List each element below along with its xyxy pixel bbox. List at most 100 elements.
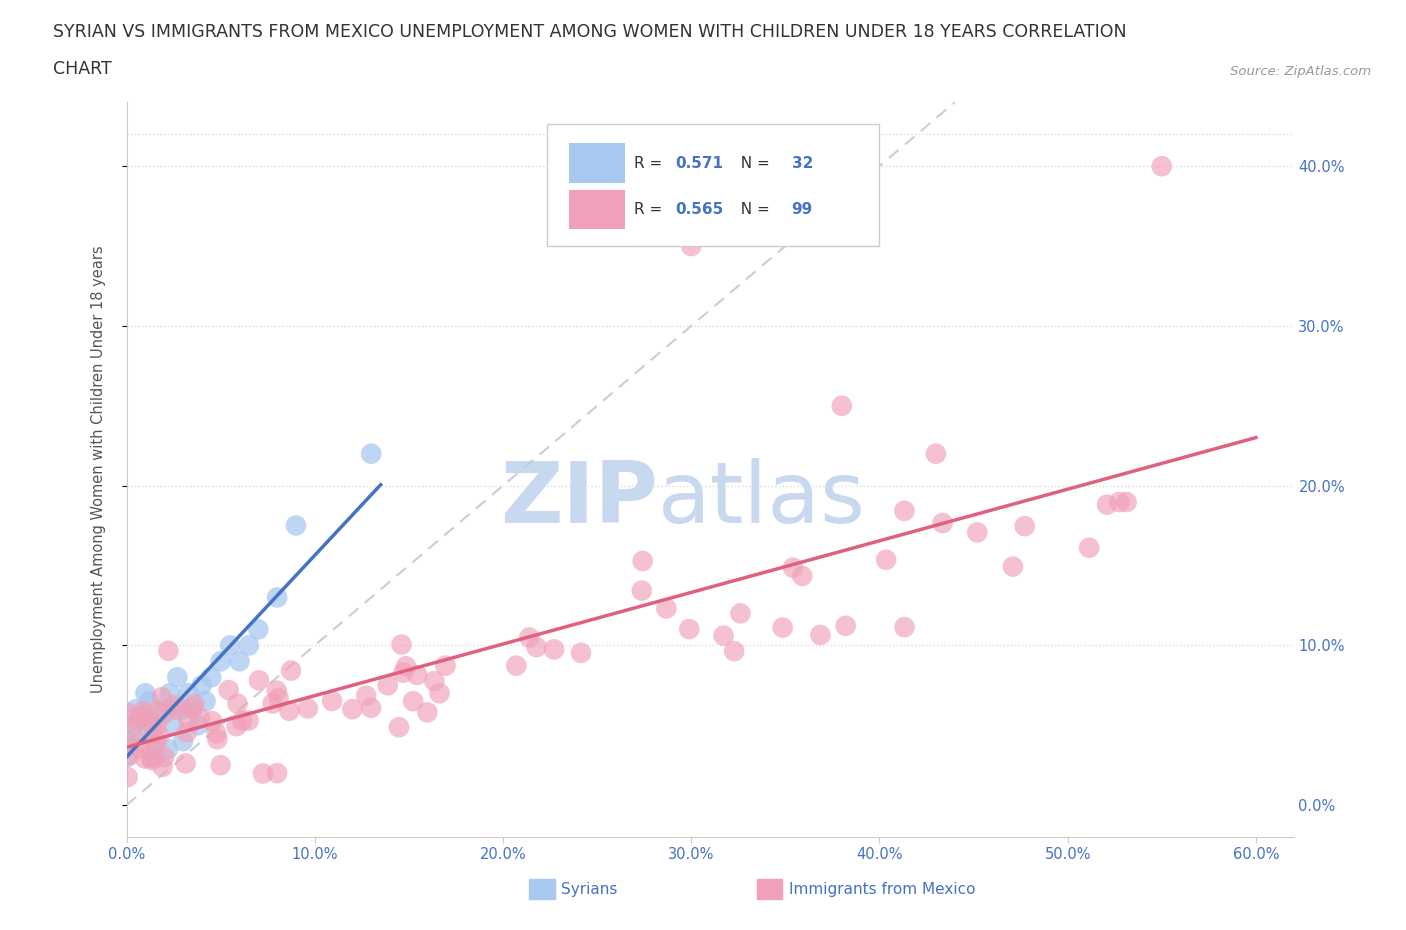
Point	[238, 638, 260, 653]
Text: atlas: atlas	[658, 458, 866, 540]
Point	[1150, 159, 1173, 174]
Point	[209, 758, 232, 773]
Point	[423, 673, 446, 688]
Point	[115, 718, 138, 733]
Point	[416, 705, 439, 720]
Point	[772, 620, 794, 635]
Point	[150, 690, 173, 705]
Text: CHART: CHART	[53, 60, 112, 78]
Point	[134, 718, 156, 733]
Point	[183, 697, 205, 711]
Point	[406, 668, 429, 683]
Point	[194, 694, 217, 709]
Point	[138, 694, 160, 709]
Point	[505, 658, 527, 673]
Point	[156, 742, 179, 757]
Point	[146, 703, 169, 718]
Text: N =: N =	[731, 156, 775, 171]
Point	[128, 710, 150, 724]
Y-axis label: Unemployment Among Women with Children Under 18 years: Unemployment Among Women with Children U…	[91, 246, 105, 694]
Point	[181, 701, 204, 716]
Point	[247, 673, 270, 688]
Point	[831, 398, 853, 413]
Point	[402, 694, 425, 709]
Text: Syrians: Syrians	[561, 882, 617, 897]
Point	[207, 732, 229, 747]
Point	[122, 718, 145, 733]
Point	[153, 706, 176, 721]
Text: N =: N =	[731, 202, 775, 217]
Point	[1078, 540, 1101, 555]
Point	[792, 568, 814, 583]
Point	[543, 642, 565, 657]
Point	[209, 654, 232, 669]
Point	[127, 713, 149, 728]
Point	[200, 670, 222, 684]
Point	[252, 766, 274, 781]
Point	[118, 748, 141, 763]
Point	[723, 644, 745, 658]
Point	[377, 678, 399, 693]
Point	[218, 683, 240, 698]
Point	[145, 719, 167, 734]
Point	[132, 704, 155, 719]
Point	[181, 702, 204, 717]
Point	[1108, 495, 1130, 510]
Point	[142, 721, 165, 736]
Point	[966, 525, 988, 539]
Point	[157, 644, 180, 658]
Bar	[756, 879, 782, 899]
Text: R =: R =	[634, 156, 668, 171]
Point	[226, 697, 249, 711]
Point	[139, 751, 162, 765]
Point	[177, 712, 200, 727]
Point	[342, 702, 364, 717]
Point	[267, 691, 290, 706]
Point	[225, 719, 247, 734]
Text: Immigrants from Mexico: Immigrants from Mexico	[789, 882, 976, 897]
Point	[231, 713, 253, 728]
Point	[893, 619, 915, 634]
Point	[391, 637, 413, 652]
FancyBboxPatch shape	[569, 143, 624, 183]
Point	[117, 770, 139, 785]
Point	[630, 583, 652, 598]
Point	[188, 711, 211, 725]
Point	[134, 709, 156, 724]
Point	[153, 750, 176, 764]
Point	[129, 710, 152, 724]
Point	[1001, 559, 1024, 574]
Point	[875, 552, 897, 567]
Point	[118, 738, 141, 753]
Point	[321, 694, 343, 709]
Point	[177, 685, 200, 700]
Text: 0.571: 0.571	[675, 156, 723, 171]
Point	[176, 725, 198, 740]
Point	[297, 701, 319, 716]
Point	[238, 713, 260, 728]
Point	[434, 658, 457, 673]
Text: 0.565: 0.565	[675, 202, 723, 217]
Point	[148, 727, 170, 742]
Point	[730, 606, 752, 621]
Point	[360, 446, 382, 461]
Point	[354, 688, 377, 703]
Point	[931, 515, 953, 530]
FancyBboxPatch shape	[569, 190, 624, 230]
Point	[278, 703, 301, 718]
Point	[678, 621, 700, 636]
Point	[360, 700, 382, 715]
Text: SYRIAN VS IMMIGRANTS FROM MEXICO UNEMPLOYMENT AMONG WOMEN WITH CHILDREN UNDER 18: SYRIAN VS IMMIGRANTS FROM MEXICO UNEMPLO…	[53, 23, 1128, 41]
Point	[925, 446, 948, 461]
Point	[205, 726, 228, 741]
Point	[834, 618, 856, 633]
Point	[526, 640, 548, 655]
Point	[166, 702, 188, 717]
Point	[149, 710, 172, 724]
Point	[143, 750, 166, 764]
Point	[782, 560, 804, 575]
Point	[631, 553, 654, 568]
Point	[392, 665, 415, 680]
Point	[121, 725, 143, 740]
Point	[143, 734, 166, 749]
